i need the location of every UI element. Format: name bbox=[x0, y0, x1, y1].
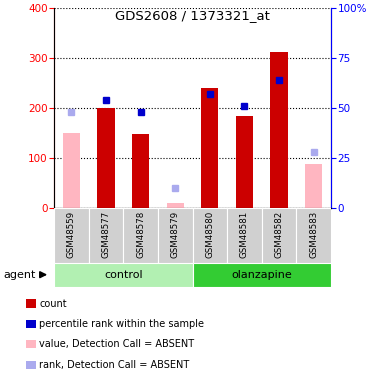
Bar bbox=[271, 52, 288, 208]
Bar bbox=[227, 208, 262, 262]
Bar bbox=[305, 164, 323, 208]
Bar bbox=[262, 208, 296, 262]
Text: agent: agent bbox=[4, 270, 36, 280]
Text: GSM48578: GSM48578 bbox=[136, 211, 145, 258]
Bar bbox=[26, 340, 36, 348]
Text: value, Detection Call = ABSENT: value, Detection Call = ABSENT bbox=[39, 339, 194, 349]
Text: percentile rank within the sample: percentile rank within the sample bbox=[39, 319, 204, 329]
Bar bbox=[192, 262, 331, 287]
Bar bbox=[167, 203, 184, 208]
Text: GSM48580: GSM48580 bbox=[205, 211, 214, 258]
Bar bbox=[123, 208, 158, 262]
Text: GSM48581: GSM48581 bbox=[240, 211, 249, 258]
Bar bbox=[54, 262, 192, 287]
Bar bbox=[89, 208, 123, 262]
Bar bbox=[132, 134, 149, 208]
Text: rank, Detection Call = ABSENT: rank, Detection Call = ABSENT bbox=[39, 360, 189, 370]
Bar bbox=[54, 208, 89, 262]
Bar bbox=[236, 116, 253, 208]
Text: GSM48559: GSM48559 bbox=[67, 211, 76, 258]
Text: GSM48577: GSM48577 bbox=[101, 211, 110, 258]
Text: GDS2608 / 1373321_at: GDS2608 / 1373321_at bbox=[115, 9, 270, 22]
Bar bbox=[158, 208, 192, 262]
Bar bbox=[26, 320, 36, 328]
Bar bbox=[62, 133, 80, 208]
Text: count: count bbox=[39, 298, 67, 309]
Bar bbox=[201, 88, 219, 208]
Bar bbox=[296, 208, 331, 262]
Bar bbox=[192, 208, 227, 262]
Text: GSM48582: GSM48582 bbox=[275, 211, 284, 258]
Text: GSM48579: GSM48579 bbox=[171, 211, 180, 258]
Bar bbox=[26, 300, 36, 308]
Text: control: control bbox=[104, 270, 142, 280]
Text: GSM48583: GSM48583 bbox=[309, 211, 318, 258]
Bar bbox=[97, 108, 115, 208]
Bar bbox=[26, 360, 36, 369]
Text: olanzapine: olanzapine bbox=[231, 270, 292, 280]
